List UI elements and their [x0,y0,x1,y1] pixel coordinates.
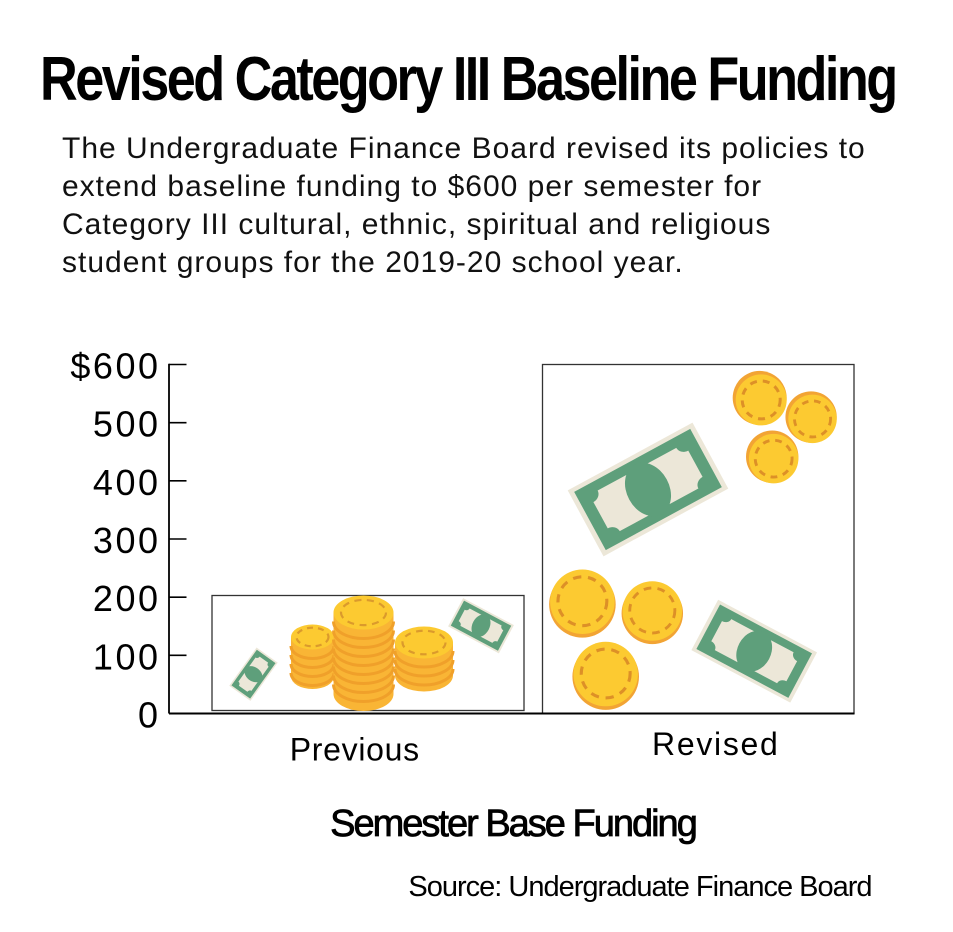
svg-text:100: 100 [93,636,161,677]
svg-text:200: 200 [93,578,161,619]
svg-text:Previous: Previous [290,731,420,767]
svg-text:Semester Base Funding: Semester Base Funding [330,803,696,845]
svg-text:0: 0 [138,695,161,736]
svg-text:Revised: Revised [652,726,780,762]
svg-text:$600: $600 [70,346,160,387]
svg-text:300: 300 [93,520,161,561]
svg-text:Source: Undergraduate Finance: Source: Undergraduate Finance Board [408,871,871,903]
svg-text:400: 400 [93,462,161,503]
svg-text:500: 500 [93,404,161,445]
